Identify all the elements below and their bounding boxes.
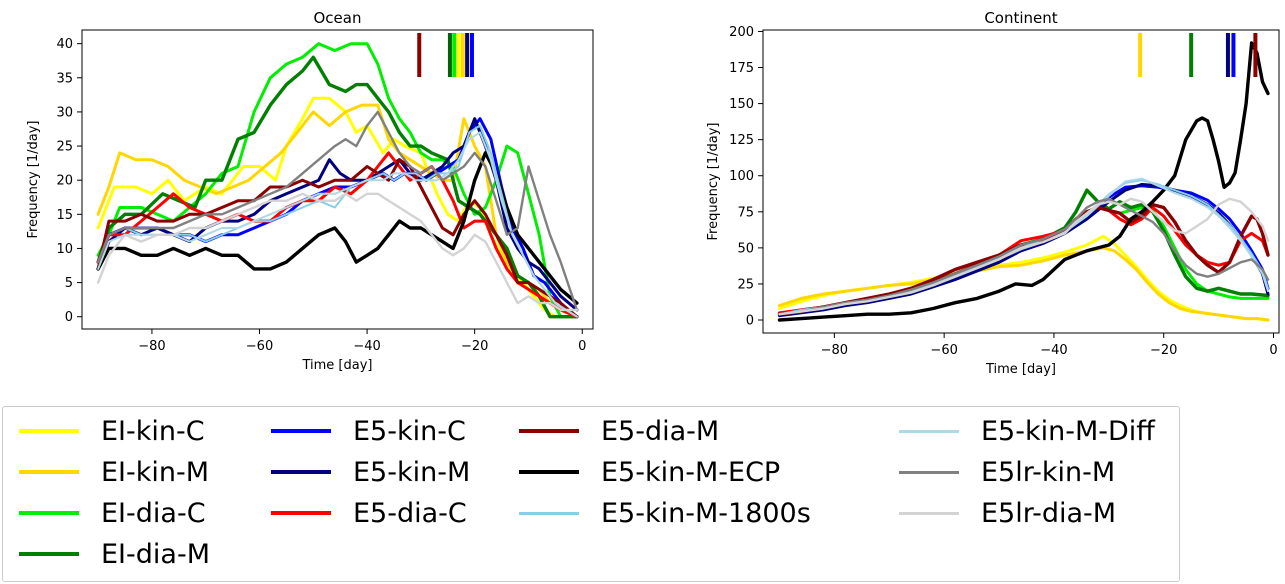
y-tick-label: 100 bbox=[729, 169, 754, 184]
legend-swatch bbox=[19, 552, 79, 556]
legend-label: E5-dia-C bbox=[353, 497, 467, 529]
y-tick-label: 175 bbox=[729, 61, 754, 76]
y-tick-label: 0 bbox=[65, 310, 73, 325]
legend-item-e5-kin-m-1800s: E5-kin-M-1800s bbox=[519, 493, 811, 533]
y-tick-label: 25 bbox=[737, 277, 754, 292]
legend-label: E5-kin-M-Diff bbox=[981, 415, 1155, 447]
legend-label: EI-dia-C bbox=[101, 497, 206, 529]
series-line-e5lr-dia-m bbox=[96, 192, 579, 312]
x-tick-label: 0 bbox=[1269, 343, 1277, 358]
legend-label: E5lr-kin-M bbox=[981, 456, 1116, 488]
legend-label: EI-dia-M bbox=[101, 538, 210, 570]
legend-swatch bbox=[899, 511, 959, 515]
chart-ocean: −80 −60 −40 −20 0 0 5 10 15 20 25 30 35 40 Ocean Time [… bbox=[26, 9, 594, 373]
legend-item-e5-kin-m-diff: E5-kin-M-Diff bbox=[899, 411, 1155, 451]
series-line-e5-kin-m bbox=[96, 117, 579, 312]
series-line-e5-kin-m-diff bbox=[97, 131, 578, 318]
y-tick-label: 30 bbox=[56, 105, 73, 120]
x-tick-label: −60 bbox=[246, 339, 273, 354]
x-tick-label: −40 bbox=[1040, 343, 1067, 358]
series-line-e5lr-kin-m bbox=[96, 110, 579, 312]
legend-label: EI-kin-M bbox=[101, 456, 210, 488]
figure: −80 −60 −40 −20 0 0 5 10 15 20 25 30 35 40 Ocean Time [… bbox=[26, 9, 1280, 377]
axes-frame bbox=[81, 29, 594, 330]
series-line-e5-dia-c bbox=[778, 206, 1270, 315]
legend-item-e5lr-kin-m: E5lr-kin-M bbox=[899, 452, 1115, 492]
y-tick-label: 20 bbox=[56, 174, 73, 189]
series-line-e5-dia-m bbox=[777, 202, 1270, 316]
chart-continent: −80 −60 −40 −20 0 0 25 50 75 100 125 150 175 200 Conti… bbox=[706, 9, 1280, 377]
y-axis-label: Frequency [1/day] bbox=[26, 121, 41, 239]
series-line-e5lr-dia-m bbox=[778, 197, 1270, 316]
legend-item-ei-dia-c: EI-dia-C bbox=[19, 493, 206, 533]
legend-swatch bbox=[271, 470, 331, 474]
legend-swatch bbox=[19, 470, 79, 474]
chart-title: Ocean bbox=[314, 9, 362, 27]
x-tick-label: −40 bbox=[353, 339, 380, 354]
series-line-e5-dia-m bbox=[96, 158, 579, 319]
x-tick-label: −20 bbox=[461, 339, 488, 354]
series-line-e5-kin-m-ecp bbox=[96, 151, 579, 305]
axes-frame bbox=[762, 29, 1280, 334]
legend-item-ei-kin-c: EI-kin-C bbox=[19, 411, 205, 451]
x-tick-label: −20 bbox=[1150, 343, 1177, 358]
series-line-ei-dia-m bbox=[96, 55, 579, 319]
y-tick-label: 50 bbox=[737, 241, 754, 256]
y-tick-label: 40 bbox=[56, 37, 73, 52]
legend-item-ei-kin-m: EI-kin-M bbox=[19, 452, 209, 492]
y-tick-label: 200 bbox=[729, 25, 754, 40]
legend-item-e5-kin-m: E5-kin-M bbox=[271, 452, 470, 492]
y-tick-label: 35 bbox=[56, 71, 73, 86]
legend: EI-kin-C EI-kin-M EI-dia-C EI-dia-M E5-kin-C… bbox=[2, 406, 1180, 582]
y-tick-label: 10 bbox=[56, 242, 73, 257]
y-tick-label: 0 bbox=[746, 314, 754, 329]
y-tick-label: 5 bbox=[65, 276, 73, 291]
legend-item-e5-dia-m: E5-dia-M bbox=[519, 411, 719, 451]
y-axis-label: Frequency [1/day] bbox=[706, 123, 721, 241]
legend-item-e5lr-dia-m: E5lr-dia-M bbox=[899, 493, 1116, 533]
legend-swatch bbox=[19, 511, 79, 515]
series-line-e5lr-kin-m bbox=[778, 197, 1270, 316]
legend-swatch bbox=[271, 511, 331, 515]
x-tick-label: −80 bbox=[821, 343, 848, 358]
x-axis-label: Time [day] bbox=[301, 358, 372, 373]
legend-swatch bbox=[899, 429, 959, 433]
y-tick-label: 75 bbox=[737, 205, 754, 220]
legend-label: E5-kin-C bbox=[353, 415, 466, 447]
y-tick-label: 15 bbox=[56, 208, 73, 223]
legend-label: EI-kin-C bbox=[101, 415, 205, 447]
legend-label: E5-kin-M-ECP bbox=[601, 456, 781, 488]
series-line-e5-kin-m-ecp bbox=[777, 41, 1270, 322]
x-tick-label: −80 bbox=[138, 339, 165, 354]
legend-swatch bbox=[519, 429, 579, 433]
x-axis-label: Time [day] bbox=[985, 362, 1056, 377]
legend-label: E5-kin-M-1800s bbox=[601, 497, 811, 529]
legend-item-e5-kin-m-ecp: E5-kin-M-ECP bbox=[519, 452, 780, 492]
legend-swatch bbox=[899, 470, 959, 474]
legend-swatch bbox=[19, 429, 79, 433]
legend-label: E5-dia-M bbox=[601, 415, 720, 447]
legend-item-ei-dia-m: EI-dia-M bbox=[19, 534, 210, 574]
y-tick-label: 125 bbox=[729, 133, 754, 148]
legend-swatch bbox=[271, 429, 331, 433]
x-tick-label: 0 bbox=[578, 339, 586, 354]
legend-swatch bbox=[519, 511, 579, 515]
legend-item-e5-kin-c: E5-kin-C bbox=[271, 411, 466, 451]
y-tick-label: 150 bbox=[729, 97, 754, 112]
series-line-ei-kin-m bbox=[96, 103, 579, 319]
legend-swatch bbox=[519, 470, 579, 474]
y-tick-label: 25 bbox=[56, 140, 73, 155]
legend-label: E5-kin-M bbox=[353, 456, 471, 488]
chart-title: Continent bbox=[984, 9, 1057, 27]
legend-item-e5-dia-c: E5-dia-C bbox=[271, 493, 467, 533]
x-tick-label: −60 bbox=[930, 343, 957, 358]
legend-label: E5lr-dia-M bbox=[981, 497, 1117, 529]
series-line-e5-dia-c bbox=[96, 151, 579, 319]
